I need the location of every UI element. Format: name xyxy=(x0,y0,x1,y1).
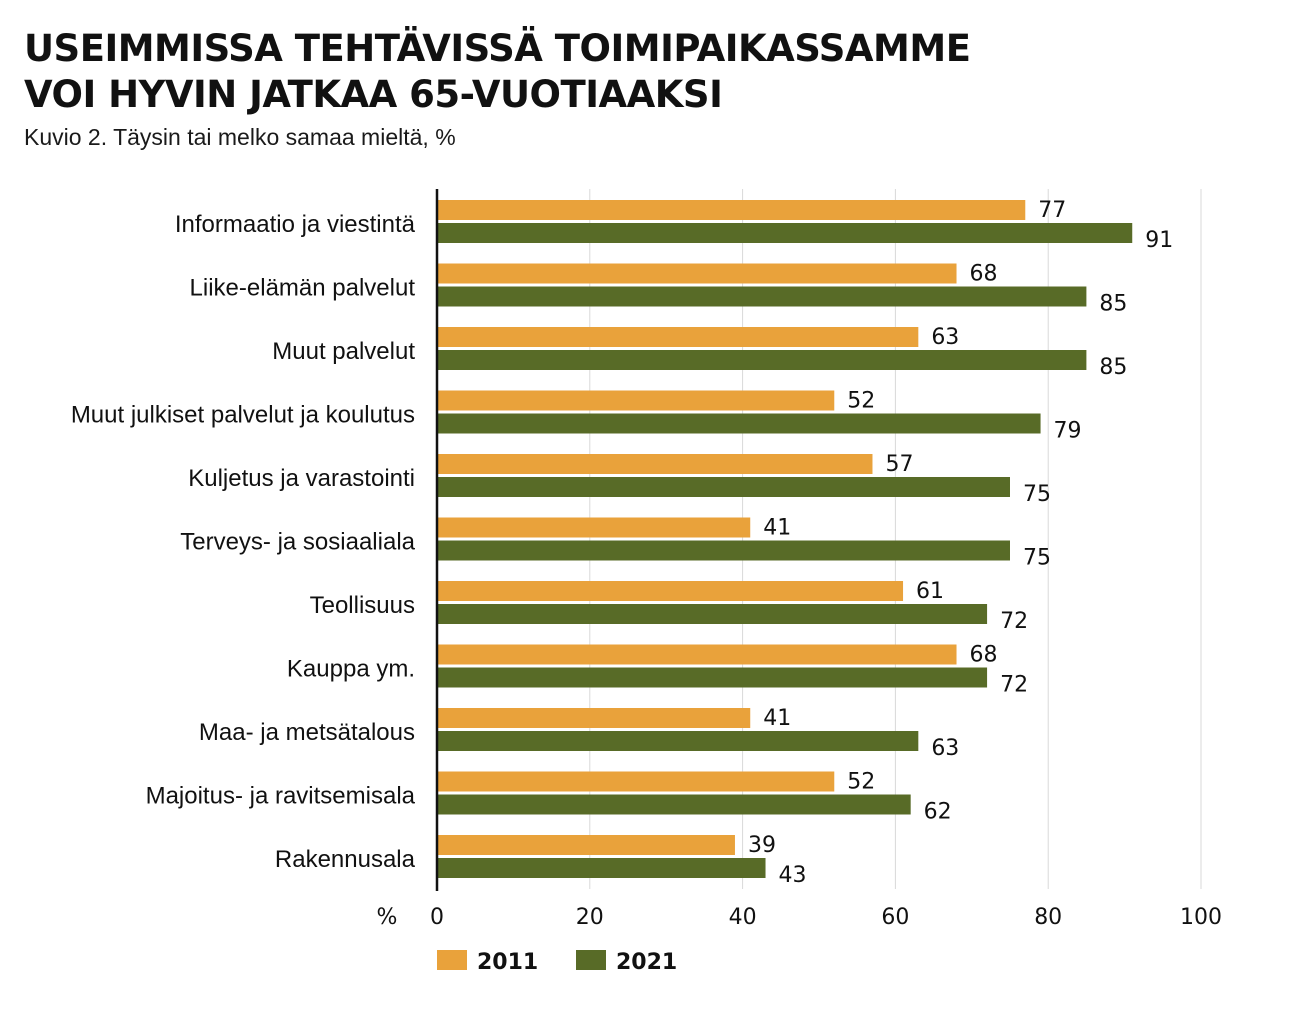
bar-2011 xyxy=(437,454,873,474)
data-label-2011: 68 xyxy=(970,262,998,287)
data-label-2021: 72 xyxy=(1000,673,1028,698)
bar-2021 xyxy=(437,413,1041,434)
legend-swatch-2021 xyxy=(576,950,606,970)
bar-2021 xyxy=(437,667,988,688)
x-tick-label: 0 xyxy=(430,905,444,930)
data-label-2011: 39 xyxy=(748,833,776,858)
legend-label-2011: 2011 xyxy=(477,950,538,975)
x-tick-label: 40 xyxy=(729,905,757,930)
data-label-2011: 41 xyxy=(763,706,791,731)
chart-title-line-1: USEIMMISSA TEHTÄVISSÄ TOIMIPAIKASSAMME xyxy=(24,27,971,70)
data-label-2021: 72 xyxy=(1000,609,1028,634)
x-tick-label: 20 xyxy=(576,905,604,930)
data-label-2021: 91 xyxy=(1145,228,1173,253)
data-label-2011: 68 xyxy=(970,643,998,668)
bar-2021 xyxy=(437,794,911,815)
bar-2011 xyxy=(437,517,751,538)
data-label-2011: 52 xyxy=(847,389,875,414)
category-label: Rakennusala xyxy=(275,846,416,873)
bar-2011 xyxy=(437,327,919,347)
category-label: Informaatio ja viestintä xyxy=(175,211,416,238)
chart-subtitle: Kuvio 2. Täysin tai melko samaa mieltä, … xyxy=(24,124,456,150)
bar-2021 xyxy=(437,858,766,878)
data-label-2011: 77 xyxy=(1038,198,1066,223)
bar-2011 xyxy=(437,200,1026,220)
data-label-2021: 75 xyxy=(1023,482,1051,507)
x-tick-label: 100 xyxy=(1180,905,1222,930)
category-label: Muut julkiset palvelut ja koulutus xyxy=(71,402,415,429)
legend-swatch-2011 xyxy=(437,950,467,970)
data-label-2021: 85 xyxy=(1099,355,1127,380)
chart-title: USEIMMISSA TEHTÄVISSÄ TOIMIPAIKASSAMME V… xyxy=(24,26,971,118)
data-label-2011: 61 xyxy=(916,579,944,604)
category-label: Teollisuus xyxy=(310,592,415,619)
bar-2011 xyxy=(437,835,735,855)
data-label-2021: 63 xyxy=(931,736,959,761)
data-label-2011: 57 xyxy=(885,452,913,477)
data-label-2021: 62 xyxy=(924,800,952,825)
data-label-2011: 52 xyxy=(847,770,875,795)
bar-2021 xyxy=(437,223,1133,243)
bar-2021 xyxy=(437,731,919,751)
x-tick-label: 60 xyxy=(881,905,909,930)
data-label-2021: 79 xyxy=(1054,419,1082,444)
bar-2021 xyxy=(437,540,1010,561)
category-label: Kauppa ym. xyxy=(287,656,415,683)
bar-2011 xyxy=(437,771,835,792)
bar-2011 xyxy=(437,390,835,411)
bar-2021 xyxy=(437,604,988,624)
bar-2011 xyxy=(437,263,957,284)
data-label-2011: 63 xyxy=(931,325,959,350)
data-label-2021: 85 xyxy=(1099,292,1127,317)
category-label: Maa- ja metsätalous xyxy=(199,719,415,746)
data-label-2011: 41 xyxy=(763,516,791,541)
bar-2021 xyxy=(437,286,1087,307)
category-label: Kuljetus ja varastointi xyxy=(188,465,415,492)
bar-2011 xyxy=(437,644,957,665)
chart-title-line-2: VOI HYVIN JATKAA 65-VUOTIAAKSI xyxy=(24,73,723,116)
bar-2021 xyxy=(437,350,1087,370)
bar-2021 xyxy=(437,477,1010,497)
category-label: Muut palvelut xyxy=(272,338,415,365)
bar-2011 xyxy=(437,581,904,601)
data-label-2021: 43 xyxy=(779,863,807,888)
legend-label-2021: 2021 xyxy=(616,950,677,975)
category-label: Terveys- ja sosiaaliala xyxy=(180,529,415,556)
data-label-2021: 75 xyxy=(1023,546,1051,571)
category-label: Liike-elämän palvelut xyxy=(190,275,416,302)
x-axis-unit-label: % xyxy=(377,905,398,930)
category-label: Majoitus- ja ravitsemisala xyxy=(146,783,416,810)
x-tick-label: 80 xyxy=(1034,905,1062,930)
bar-2011 xyxy=(437,708,751,728)
